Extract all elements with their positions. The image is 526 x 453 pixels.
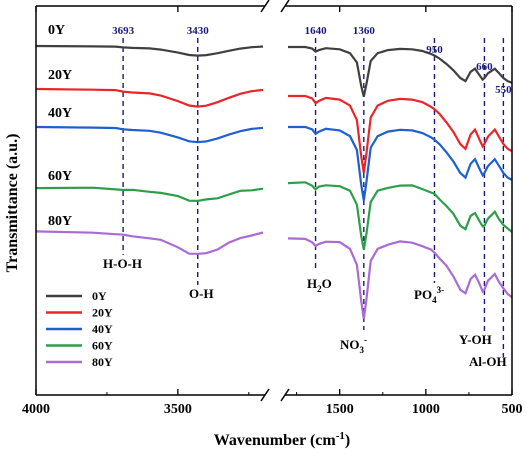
legend-label-0Y: 0Y xyxy=(92,289,107,303)
oh-label: O-H xyxy=(189,286,214,301)
peak-value-950: 950 xyxy=(426,44,443,56)
series-60Y-right xyxy=(287,181,513,250)
axis-break-mark xyxy=(260,0,270,13)
legend-label-40Y: 40Y xyxy=(92,322,113,336)
x-tick-label: 3500 xyxy=(164,402,192,417)
series-60Y-left xyxy=(35,186,264,203)
series-label-80Y: 80Y xyxy=(48,214,72,229)
x-axis-title: Wavenumber (cm-1) xyxy=(214,430,350,449)
series-40Y-left xyxy=(35,125,264,144)
x-tick-label: 1500 xyxy=(326,402,354,417)
series-80Y-left xyxy=(35,230,264,255)
series-label-40Y: 40Y xyxy=(48,106,72,121)
series-20Y-left xyxy=(35,87,264,108)
y-axis-title: Transmittance (a.u.) xyxy=(4,134,21,273)
peak-value-550: 550 xyxy=(495,84,512,96)
x-tick-label: 1000 xyxy=(412,402,440,417)
peak-value-3693: 3693 xyxy=(112,25,135,37)
series-label-60Y: 60Y xyxy=(48,169,72,184)
series-80Y-right xyxy=(287,237,513,320)
series-0Y-right xyxy=(288,45,513,97)
axes: 4000 3500 1500 1000 500 xyxy=(22,0,523,417)
peak-value-1640: 1640 xyxy=(305,25,328,37)
x-tick-label: 4000 xyxy=(22,402,50,417)
series-20Y-right xyxy=(288,94,513,173)
peak-lines xyxy=(122,38,505,357)
series-0Y-left xyxy=(35,44,264,57)
series-label-20Y: 20Y xyxy=(48,68,72,83)
no3-label: NO3- xyxy=(340,335,367,355)
hoh-label: H-O-H xyxy=(103,256,142,271)
peak-value-3430: 3430 xyxy=(187,25,210,37)
y-oh-label: Y-OH xyxy=(459,332,492,347)
al-oh-label: Al-OH xyxy=(469,354,507,369)
peak-value-660: 660 xyxy=(476,61,493,73)
axis-break-mark xyxy=(280,0,290,13)
po4-label: PO43- xyxy=(414,285,444,305)
legend: 0Y 20Y 40Y 60Y 80Y xyxy=(46,289,113,369)
axis-break-mark xyxy=(260,388,270,402)
peak-value-1360: 1360 xyxy=(353,25,376,37)
axis-break-mark xyxy=(280,388,290,402)
series-label-0Y: 0Y xyxy=(48,23,65,38)
legend-label-20Y: 20Y xyxy=(92,306,113,320)
series-40Y-right xyxy=(288,125,513,201)
legend-label-60Y: 60Y xyxy=(92,339,113,353)
spectrum-curves xyxy=(35,44,513,320)
h2o-label: H2O xyxy=(307,276,332,294)
legend-label-80Y: 80Y xyxy=(92,355,113,369)
x-tick-label: 500 xyxy=(502,402,523,417)
